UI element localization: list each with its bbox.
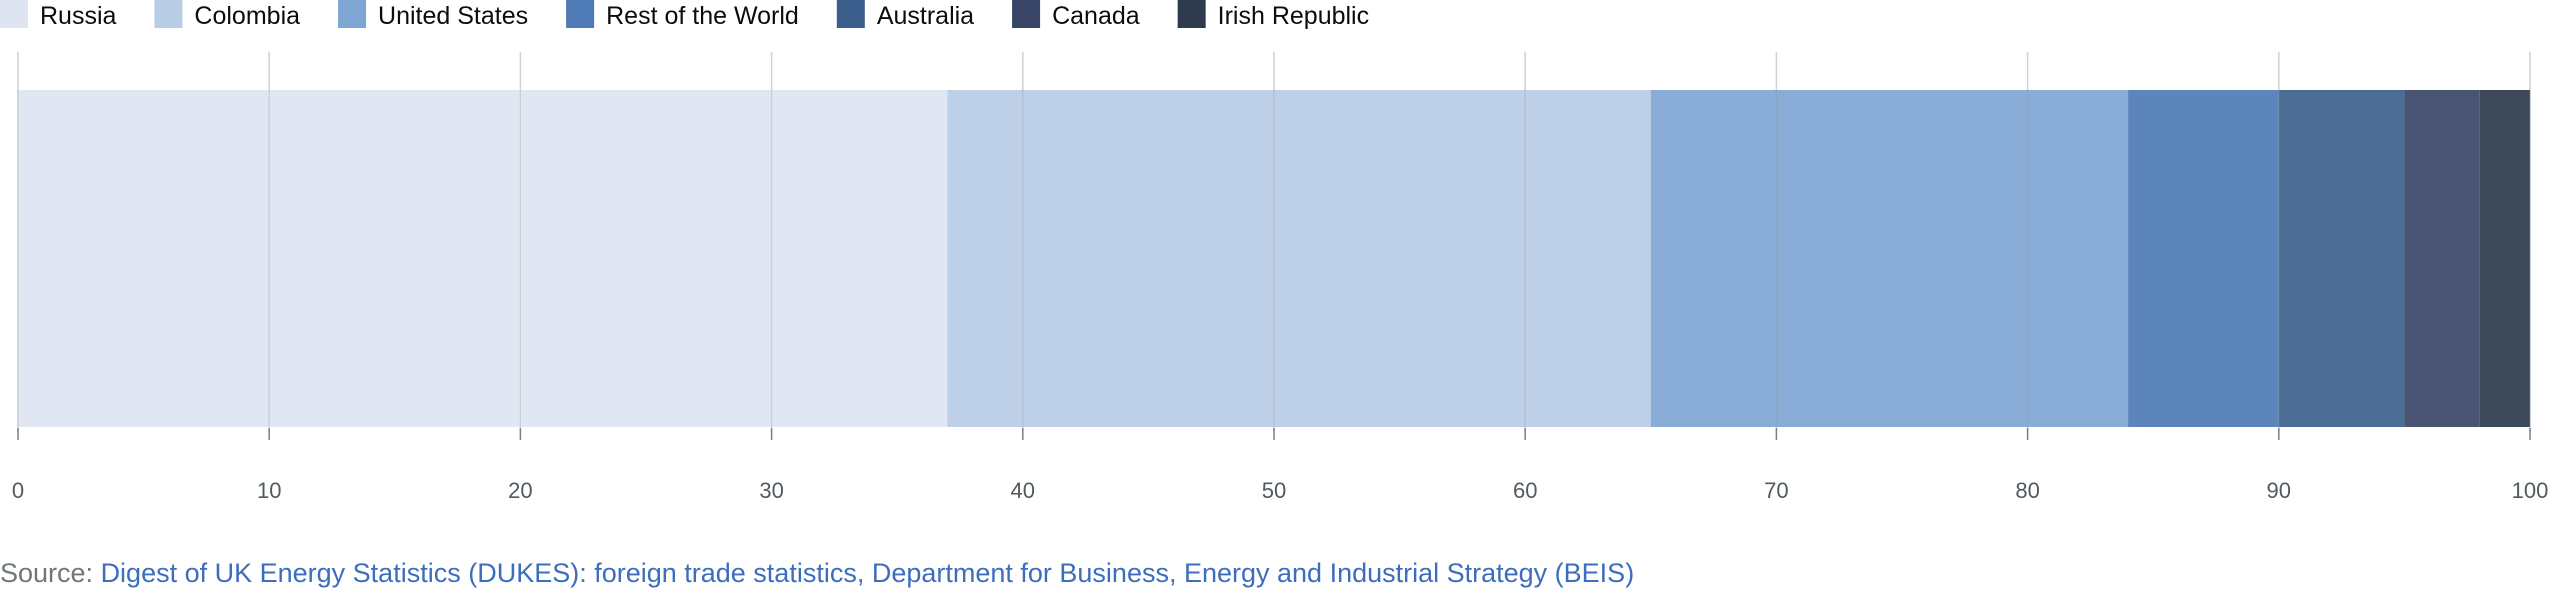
- legend-label: Australia: [877, 2, 974, 30]
- bar-segment[interactable]: [2278, 90, 2405, 427]
- legend-swatch: [566, 0, 595, 28]
- bar-segment[interactable]: [1650, 90, 2129, 427]
- legend-label: Russia: [40, 2, 117, 30]
- legend-swatch: [0, 0, 28, 28]
- tick-label: 50: [1262, 478, 1286, 503]
- legend-item: Irish Republic: [1177, 0, 1369, 30]
- tick-label: 0: [12, 478, 24, 503]
- legend-item: United States: [338, 0, 528, 30]
- legend-item: Canada: [1012, 0, 1140, 30]
- legend-label: Colombia: [194, 2, 300, 30]
- tick-label: 60: [1513, 478, 1537, 503]
- legend-swatch: [154, 0, 183, 28]
- legend-swatch: [1012, 0, 1041, 28]
- stacked-bar-chart: Russia Colombia United States Rest of the W…: [0, 0, 2548, 503]
- legend-item: Colombia: [154, 0, 300, 30]
- legend-item: Rest of the World: [566, 0, 799, 30]
- tick-label: 40: [1011, 478, 1035, 503]
- tick-label: 70: [1764, 478, 1788, 503]
- bar-segment[interactable]: [947, 90, 1651, 427]
- legend-item: Australia: [836, 0, 974, 30]
- legend-label: Rest of the World: [606, 2, 799, 30]
- legend-swatch: [1177, 0, 1206, 28]
- tick-label: 80: [2015, 478, 2039, 503]
- legend-swatch: [338, 0, 367, 28]
- bar-segment[interactable]: [2128, 90, 2279, 427]
- legend-label: Irish Republic: [1218, 2, 1369, 30]
- source-prefix: Source:: [0, 558, 101, 588]
- legend-swatch: [836, 0, 865, 28]
- bar-segments: [18, 90, 2530, 427]
- tick-label: 20: [508, 478, 532, 503]
- legend-label: Canada: [1052, 2, 1140, 30]
- source-note: Source: Digest of UK Energy Statistics (…: [0, 558, 1634, 589]
- tick-label: 90: [2267, 478, 2291, 503]
- bar-segment[interactable]: [2479, 90, 2530, 427]
- gridline-overlay: [17, 90, 2531, 427]
- legend-label: United States: [378, 2, 528, 30]
- tick-label: 10: [257, 478, 281, 503]
- tick-label: 100: [2512, 478, 2549, 503]
- bar-segment[interactable]: [2404, 90, 2480, 427]
- bar-segment[interactable]: [18, 90, 948, 427]
- source-link[interactable]: Digest of UK Energy Statistics (DUKES): …: [100, 558, 1635, 588]
- x-axis-ticks: 0 10 20 30 40 50 60 70 80 90 100: [12, 428, 2548, 503]
- legend-item: Russia: [0, 0, 117, 30]
- tick-label: 30: [759, 478, 783, 503]
- legend: Russia Colombia United States Rest of the W…: [0, 0, 1369, 30]
